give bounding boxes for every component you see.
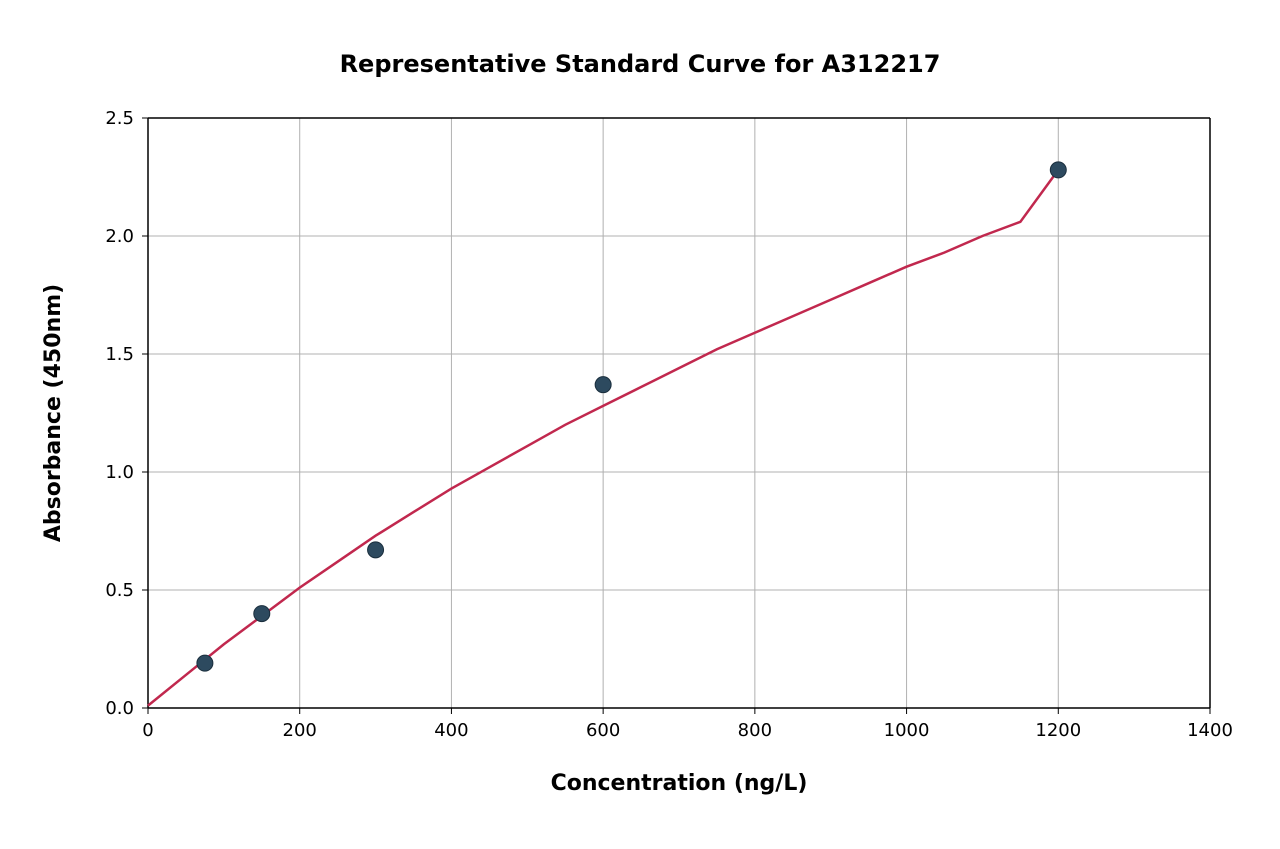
data-point [254, 606, 270, 622]
x-tick-label: 1000 [884, 720, 930, 741]
y-tick-label: 2.0 [105, 226, 134, 247]
y-tick-label: 1.5 [105, 344, 134, 365]
y-tick-labels: 0.0 0.5 1.0 1.5 2.0 2.5 [105, 108, 134, 719]
plot-background [148, 118, 1210, 708]
y-tick-label: 1.0 [105, 462, 134, 483]
chart-container: 0 200 400 600 800 1000 1200 1400 0.0 0.5 1.0 1.5 2.… [0, 0, 1280, 845]
y-axis-label: Absorbance (450nm) [41, 284, 66, 542]
x-tick-label: 800 [738, 720, 772, 741]
chart-svg: 0 200 400 600 800 1000 1200 1400 0.0 0.5 1.0 1.5 2.… [0, 0, 1280, 845]
x-axis-label: Concentration (ng/L) [551, 771, 808, 796]
y-tick-label: 2.5 [105, 108, 134, 129]
x-tick-label: 200 [283, 720, 317, 741]
data-point [368, 542, 384, 558]
chart-title: Representative Standard Curve for A31221… [340, 50, 941, 78]
data-point [197, 655, 213, 671]
x-tick-label: 0 [142, 720, 153, 741]
data-point [595, 377, 611, 393]
data-point [1050, 162, 1066, 178]
y-tick-label: 0.5 [105, 580, 134, 601]
x-tick-label: 1200 [1035, 720, 1081, 741]
x-tick-labels: 0 200 400 600 800 1000 1200 1400 [142, 720, 1233, 741]
x-tick-label: 1400 [1187, 720, 1233, 741]
y-tick-label: 0.0 [105, 698, 134, 719]
x-tick-label: 400 [434, 720, 468, 741]
x-tick-label: 600 [586, 720, 620, 741]
